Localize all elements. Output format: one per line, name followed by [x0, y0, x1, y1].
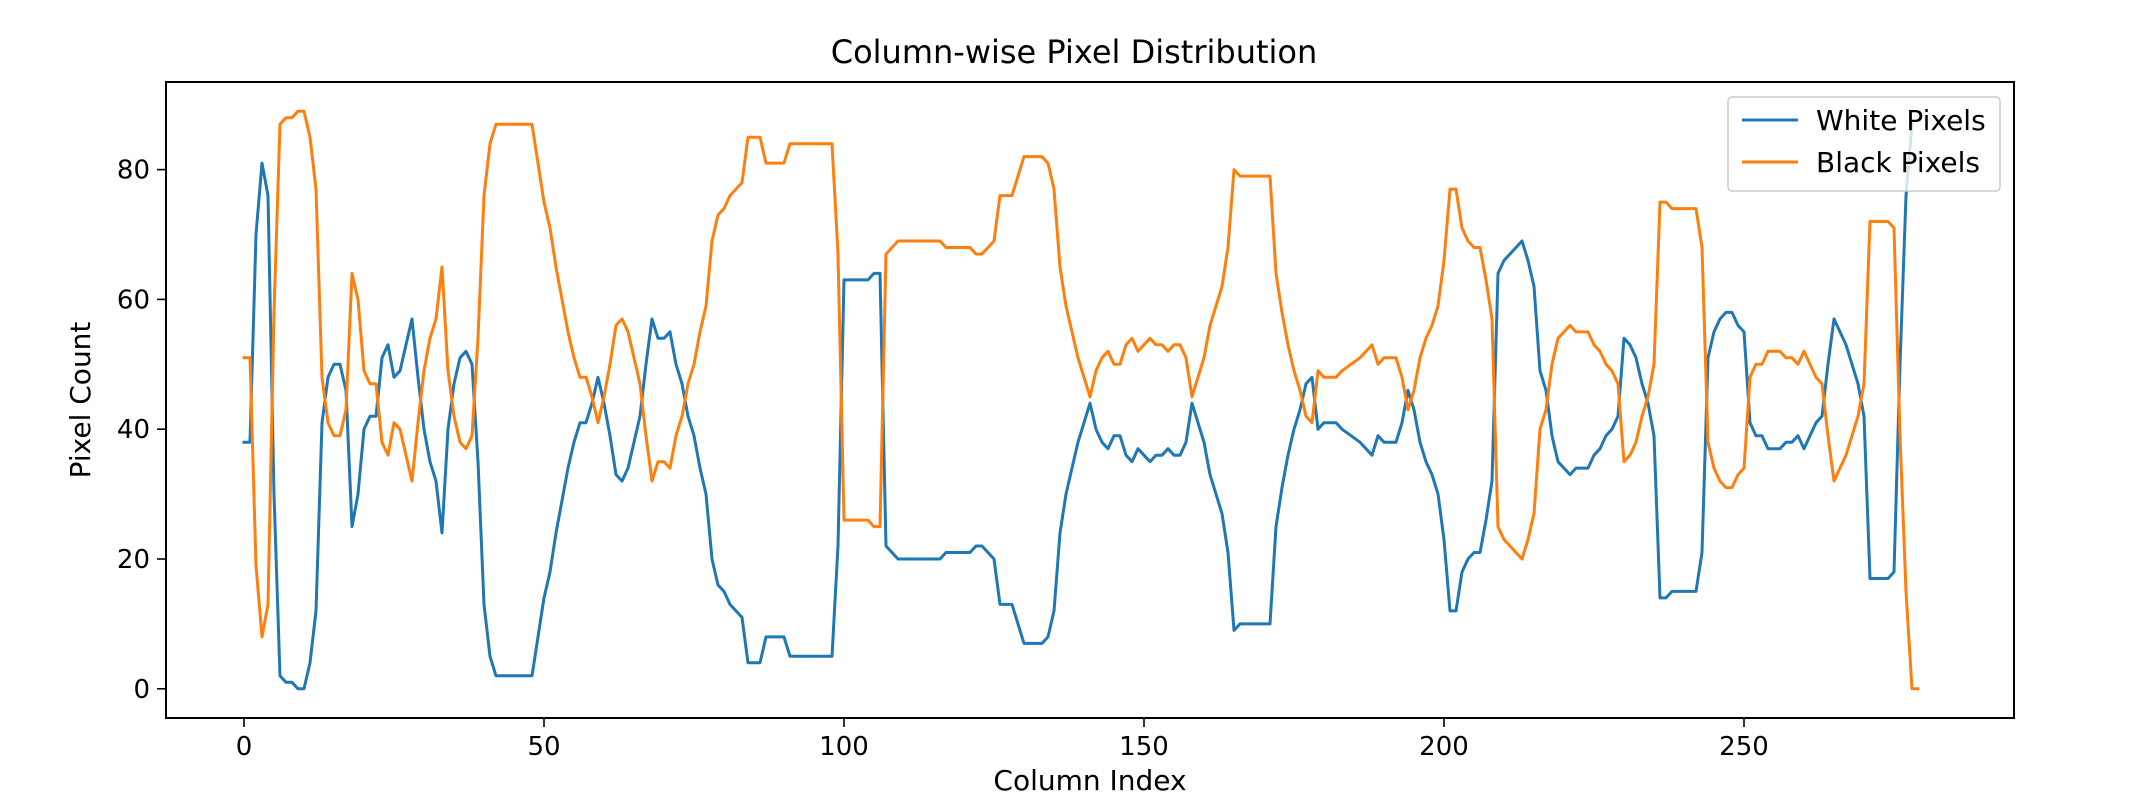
chart-title: Column-wise Pixel Distribution [831, 33, 1318, 71]
x-tick-label: 250 [1719, 732, 1769, 762]
plot-area-frame [165, 81, 2015, 719]
x-axis: 0 50 100 150 200 250 [236, 718, 1769, 762]
x-tick-label: 200 [1419, 732, 1469, 762]
series-layer [242, 109, 1920, 691]
y-tick-label: 60 [117, 285, 150, 315]
series-line-black-pixels [242, 109, 1920, 691]
y-axis: 0 20 40 60 80 [117, 156, 166, 705]
y-tick-label: 0 [133, 675, 150, 705]
y-tick-label: 40 [117, 415, 150, 445]
x-tick-label: 0 [236, 732, 253, 762]
y-axis-label: Pixel Count [64, 322, 97, 479]
series-line-white-pixels [242, 122, 1914, 691]
legend-label-black-pixels: Black Pixels [1816, 146, 1980, 179]
x-tick-label: 100 [819, 732, 869, 762]
legend: White Pixels Black Pixels [1727, 96, 2001, 192]
x-tick-label: 50 [527, 732, 560, 762]
legend-label-white-pixels: White Pixels [1816, 104, 1986, 137]
y-tick-label: 80 [117, 156, 150, 186]
x-tick-label: 150 [1119, 732, 1169, 762]
y-tick-label: 20 [117, 545, 150, 575]
x-axis-label: Column Index [993, 764, 1186, 796]
